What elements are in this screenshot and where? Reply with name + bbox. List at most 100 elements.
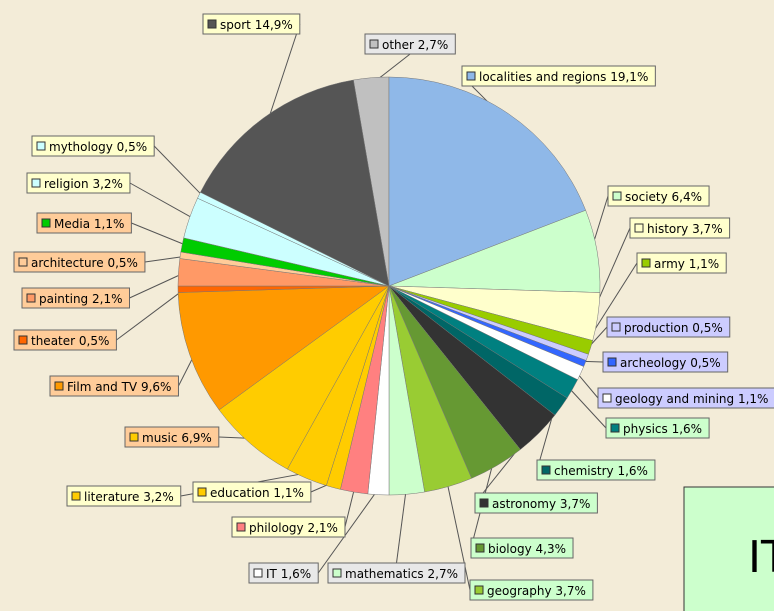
label-swatch <box>207 19 217 29</box>
data-label: religion 3,2% <box>26 172 131 194</box>
label-swatch <box>18 257 28 267</box>
data-label: physics 1,6% <box>605 417 710 439</box>
label-box <box>26 172 131 194</box>
label-text: localities and regions 19,1% <box>479 70 648 84</box>
label-text: archeology 0,5% <box>620 356 721 370</box>
label-box <box>36 212 132 234</box>
label-swatch <box>475 543 485 553</box>
label-text: education 1,1% <box>210 486 304 500</box>
label-box <box>231 516 346 538</box>
category-name: biology <box>488 542 532 556</box>
data-label: geography 3,7% <box>469 579 594 601</box>
value-label: 0,5% <box>692 321 723 335</box>
corner-text: IT <box>748 532 774 583</box>
pie-slice <box>200 79 390 287</box>
category-name: theater <box>31 334 75 348</box>
label-swatch <box>36 141 46 151</box>
data-label: geology and mining 1,1% <box>597 387 774 409</box>
data-label: theater 0,5% <box>13 329 117 351</box>
value-label: 1,1% <box>738 392 769 406</box>
label-box <box>202 13 301 35</box>
data-label: society 6,4% <box>607 185 710 207</box>
label-swatch <box>641 258 651 268</box>
value-label: 3,7% <box>692 222 723 236</box>
category-name: Film and TV <box>67 380 138 394</box>
value-label: 3,7% <box>560 497 591 511</box>
label-swatch <box>479 498 489 508</box>
data-label: astronomy 3,7% <box>474 492 598 514</box>
value-label: 2,7% <box>418 38 449 52</box>
category-name: literature <box>84 490 139 504</box>
data-label: army 1,1% <box>636 252 727 274</box>
category-name: geography <box>487 584 552 598</box>
label-swatch <box>607 357 617 367</box>
data-label: localities and regions 19,1% <box>461 65 656 87</box>
label-text: religion 3,2% <box>44 177 123 191</box>
label-text: painting 2,1% <box>39 292 123 306</box>
value-label: 0,5% <box>79 334 110 348</box>
label-text: Media 1,1% <box>54 217 124 231</box>
data-label: literature 3,2% <box>66 485 182 507</box>
label-text: biology 4,3% <box>488 542 566 556</box>
label-text: geology and mining 1,1% <box>615 392 768 406</box>
label-text: society 6,4% <box>625 190 702 204</box>
label-swatch <box>369 39 379 49</box>
category-name: army <box>654 257 685 271</box>
label-box <box>21 287 130 309</box>
category-name: architecture <box>31 256 104 270</box>
leader-line <box>153 145 205 199</box>
value-label: 9,6% <box>141 380 172 394</box>
data-label: biology 4,3% <box>470 537 574 559</box>
label-box <box>461 65 656 87</box>
label-swatch <box>611 322 621 332</box>
category-name: mythology <box>49 140 113 154</box>
category-name: education <box>210 486 270 500</box>
label-swatch <box>54 381 64 391</box>
label-box <box>605 417 710 439</box>
data-label: education 1,1% <box>192 481 312 503</box>
category-name: music <box>142 431 177 445</box>
category-name: localities and regions <box>479 70 606 84</box>
data-label: music 6,9% <box>124 426 220 448</box>
category-name: chemistry <box>554 464 614 478</box>
leader-line <box>266 23 301 124</box>
category-name: religion <box>44 177 89 191</box>
label-box <box>629 217 731 239</box>
label-text: philology 2,1% <box>249 521 338 535</box>
category-name: society <box>625 190 668 204</box>
label-swatch <box>71 491 81 501</box>
label-swatch <box>541 465 551 475</box>
value-label: 2,1% <box>307 521 338 535</box>
data-label: production 0,5% <box>606 316 731 338</box>
label-text: literature 3,2% <box>84 490 174 504</box>
label-text: Film and TV 9,6% <box>67 380 171 394</box>
category-name: geology and mining <box>615 392 734 406</box>
data-label: other 2,7% <box>364 33 456 55</box>
label-swatch <box>634 223 644 233</box>
value-label: 1,6% <box>672 422 703 436</box>
category-name: painting <box>39 292 88 306</box>
label-swatch <box>332 568 342 578</box>
label-swatch <box>236 522 246 532</box>
leader-line <box>396 487 407 564</box>
value-label: 6,9% <box>181 431 212 445</box>
category-name: history <box>647 222 688 236</box>
leader-line <box>344 485 356 528</box>
label-box <box>474 492 598 514</box>
label-text: history 3,7% <box>647 222 723 236</box>
leader-line <box>566 385 607 429</box>
label-box <box>124 426 220 448</box>
value-label: 3,2% <box>143 490 174 504</box>
label-swatch <box>129 432 139 442</box>
value-label: 3,2% <box>92 177 123 191</box>
data-label: sport 14,9% <box>202 13 301 35</box>
leader-line <box>129 182 196 221</box>
value-label: 0,5% <box>107 256 138 270</box>
label-box <box>469 579 594 601</box>
label-text: IT 1,6% <box>266 567 311 581</box>
data-label: Film and TV 9,6% <box>49 375 179 397</box>
label-text: other 2,7% <box>382 38 448 52</box>
label-box <box>66 485 182 507</box>
label-box <box>602 351 729 373</box>
